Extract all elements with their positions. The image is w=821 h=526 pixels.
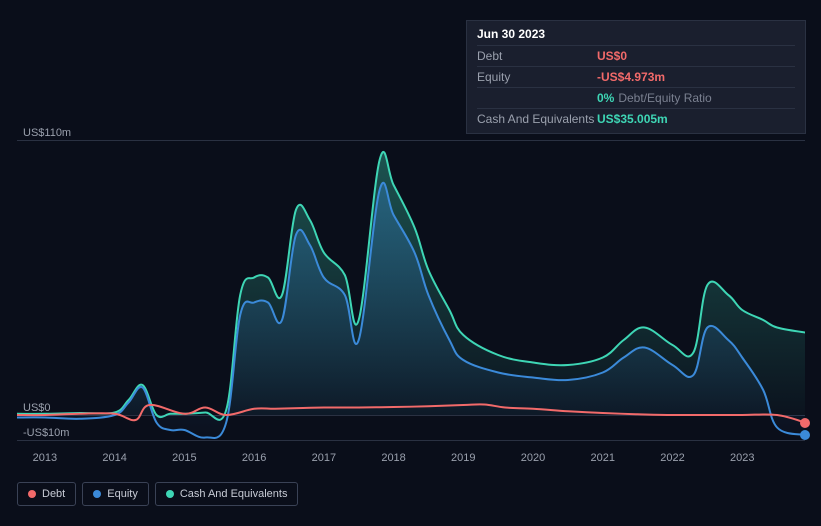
tooltip-row: DebtUS$0 xyxy=(477,45,795,66)
x-axis-label: 2014 xyxy=(102,452,126,464)
equity-endpoint-icon xyxy=(800,430,810,440)
legend-label: Debt xyxy=(42,488,65,500)
x-axis-label: 2019 xyxy=(451,452,475,464)
x-axis-label: 2021 xyxy=(591,452,615,464)
tooltip-row-label: Cash And Equivalents xyxy=(477,112,597,126)
tooltip-row-label: Debt xyxy=(477,49,597,63)
tooltip-row: Equity-US$4.973m xyxy=(477,66,795,87)
legend: Debt Equity Cash And Equivalents xyxy=(17,482,298,506)
x-axis-label: 2023 xyxy=(730,452,754,464)
x-axis-label: 2022 xyxy=(660,452,684,464)
tooltip-row-value: US$0 xyxy=(597,49,627,63)
tooltip-row-value: 0%Debt/Equity Ratio xyxy=(597,91,712,105)
x-axis: 2013 2014 2015 2016 2017 2018 2019 2020 2021 2022… xyxy=(17,446,805,466)
legend-label: Cash And Equivalents xyxy=(180,488,288,500)
x-axis-label: 2017 xyxy=(312,452,336,464)
x-axis-label: 2020 xyxy=(521,452,545,464)
tooltip-row: 0%Debt/Equity Ratio xyxy=(477,87,795,108)
x-axis-label: 2018 xyxy=(381,452,405,464)
x-axis-label: 2013 xyxy=(33,452,57,464)
legend-item-debt[interactable]: Debt xyxy=(17,482,76,506)
tooltip-date: Jun 30 2023 xyxy=(477,27,795,45)
tooltip-row-label xyxy=(477,91,597,105)
gridline xyxy=(17,440,805,441)
tooltip-rows: DebtUS$0Equity-US$4.973m0%Debt/Equity Ra… xyxy=(477,45,795,129)
plot-area[interactable] xyxy=(17,140,805,440)
y-axis-label: US$110m xyxy=(23,127,71,139)
chart-svg xyxy=(17,140,805,440)
x-axis-label: 2015 xyxy=(172,452,196,464)
tooltip-row-value: -US$4.973m xyxy=(597,70,665,84)
legend-label: Equity xyxy=(107,488,138,500)
tooltip-panel: Jun 30 2023 DebtUS$0Equity-US$4.973m0%De… xyxy=(466,20,806,134)
x-axis-label: 2016 xyxy=(242,452,266,464)
legend-item-equity[interactable]: Equity xyxy=(82,482,149,506)
legend-item-cash-and-equivalents[interactable]: Cash And Equivalents xyxy=(155,482,299,506)
legend-dot-icon xyxy=(28,490,36,498)
tooltip-row-value: US$35.005m xyxy=(597,112,668,126)
legend-dot-icon xyxy=(93,490,101,498)
chart-container: Jun 30 2023 DebtUS$0Equity-US$4.973m0%De… xyxy=(0,0,821,526)
tooltip-row: Cash And EquivalentsUS$35.005m xyxy=(477,108,795,129)
tooltip-row-sub: Debt/Equity Ratio xyxy=(618,91,711,105)
debt-endpoint-icon xyxy=(800,418,810,428)
tooltip-row-label: Equity xyxy=(477,70,597,84)
legend-dot-icon xyxy=(166,490,174,498)
